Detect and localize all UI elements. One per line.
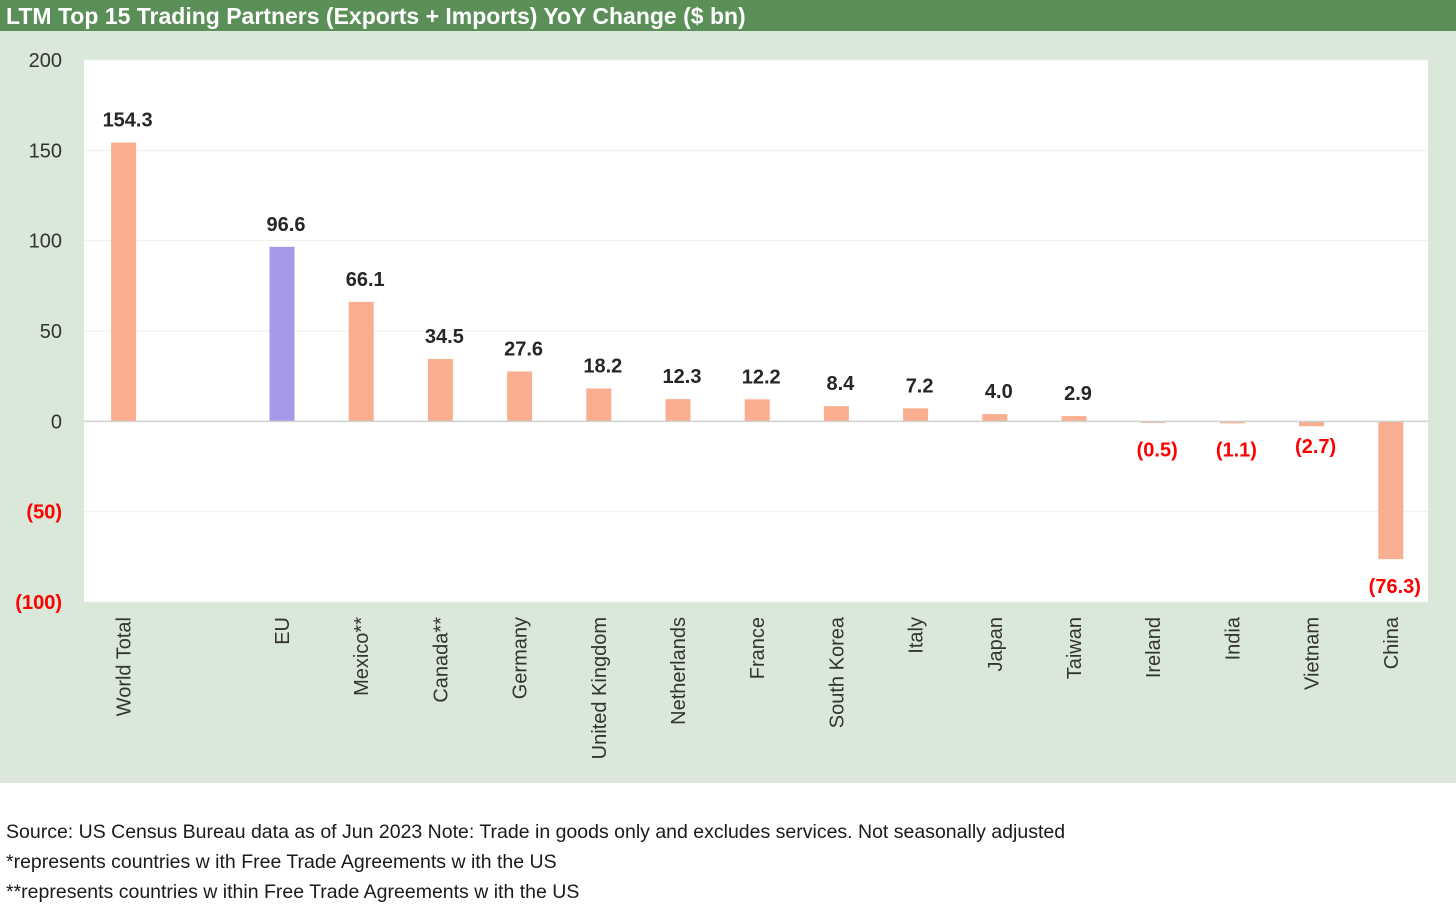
x-tick-label: World Total [114,617,136,716]
y-tick-label: (100) [15,592,62,614]
y-tick-label: 150 [29,140,62,162]
x-tick-label: China [1381,616,1403,669]
y-tick-label: 200 [29,50,62,72]
data-label: 4.0 [985,381,1013,403]
bar-taiwan [1061,416,1087,422]
x-tick-label: India [1222,616,1244,660]
footnotes: Source: US Census Bureau data as of Jun … [6,817,1065,907]
y-tick-label: 0 [51,411,62,433]
x-tick-label: Ireland [1143,617,1165,678]
x-tick-label: Germany [510,617,532,699]
data-label: 96.6 [267,214,306,236]
data-label: 8.4 [826,373,855,395]
data-label: 66.1 [346,269,385,291]
data-label: 18.2 [583,355,622,377]
x-axis-tick-labels: World Total EU Mexico** Canada** Germany Unit… [114,616,1403,759]
data-label: 7.2 [906,375,934,397]
bar-united-kingdom [586,388,612,422]
bar-eu [269,246,295,422]
y-axis-tick-labels: 200 150 100 50 0 (50) (100) [15,50,62,614]
x-tick-label: Mexico** [351,617,373,696]
x-tick-label: Vietnam [1302,617,1324,690]
data-label: 12.3 [663,366,702,388]
bar-france [744,399,770,422]
x-tick-label: South Korea [826,616,848,728]
title-bar: LTM Top 15 Trading Partners (Exports + I… [0,0,1456,31]
data-label: (2.7) [1295,436,1336,458]
bar-world-total [111,142,137,422]
x-tick-label: Netherlands [668,617,690,725]
footnote-within-fta: **represents countries w ithin Free Trad… [6,881,580,903]
chart-title: LTM Top 15 Trading Partners (Exports + I… [6,3,746,29]
data-label: 2.9 [1064,383,1092,405]
y-tick-label: 50 [40,321,62,343]
data-label: 27.6 [504,338,543,360]
x-tick-label: France [747,617,769,679]
bars [111,142,1404,560]
data-label: 154.3 [103,110,153,132]
x-tick-label: Canada** [430,617,452,703]
data-labels: 154.3 96.6 66.1 34.5 27.6 18.2 12.3 12.2 8.4 7.2 4… [103,110,1421,599]
bar-japan [982,414,1008,422]
bar-italy [903,408,929,422]
bar-germany [507,371,533,422]
bar-vietnam [1299,421,1325,427]
data-label: 34.5 [425,326,464,348]
bar-canada [427,359,453,422]
bar-china [1378,421,1404,560]
footnote-fta: *represents countries w ith Free Trade A… [6,851,557,873]
footnote-source: Source: US Census Bureau data as of Jun … [6,821,1066,843]
bar-mexico [348,301,374,422]
bar-netherlands [665,399,691,422]
x-tick-label: Taiwan [1064,617,1086,679]
y-tick-label: 100 [29,231,62,253]
x-tick-label: United Kingdom [589,617,611,759]
data-label: (76.3) [1369,576,1421,598]
x-tick-label: Italy [906,617,928,654]
data-label: (0.5) [1137,439,1178,461]
x-tick-label: Japan [985,617,1007,672]
x-tick-label: EU [272,617,294,645]
data-label: (1.1) [1216,439,1257,461]
y-tick-label: (50) [26,502,62,524]
data-label: 12.2 [742,366,781,388]
bar-india [1219,421,1245,424]
bar-south-korea [823,406,849,422]
gridlines [84,59,1428,603]
